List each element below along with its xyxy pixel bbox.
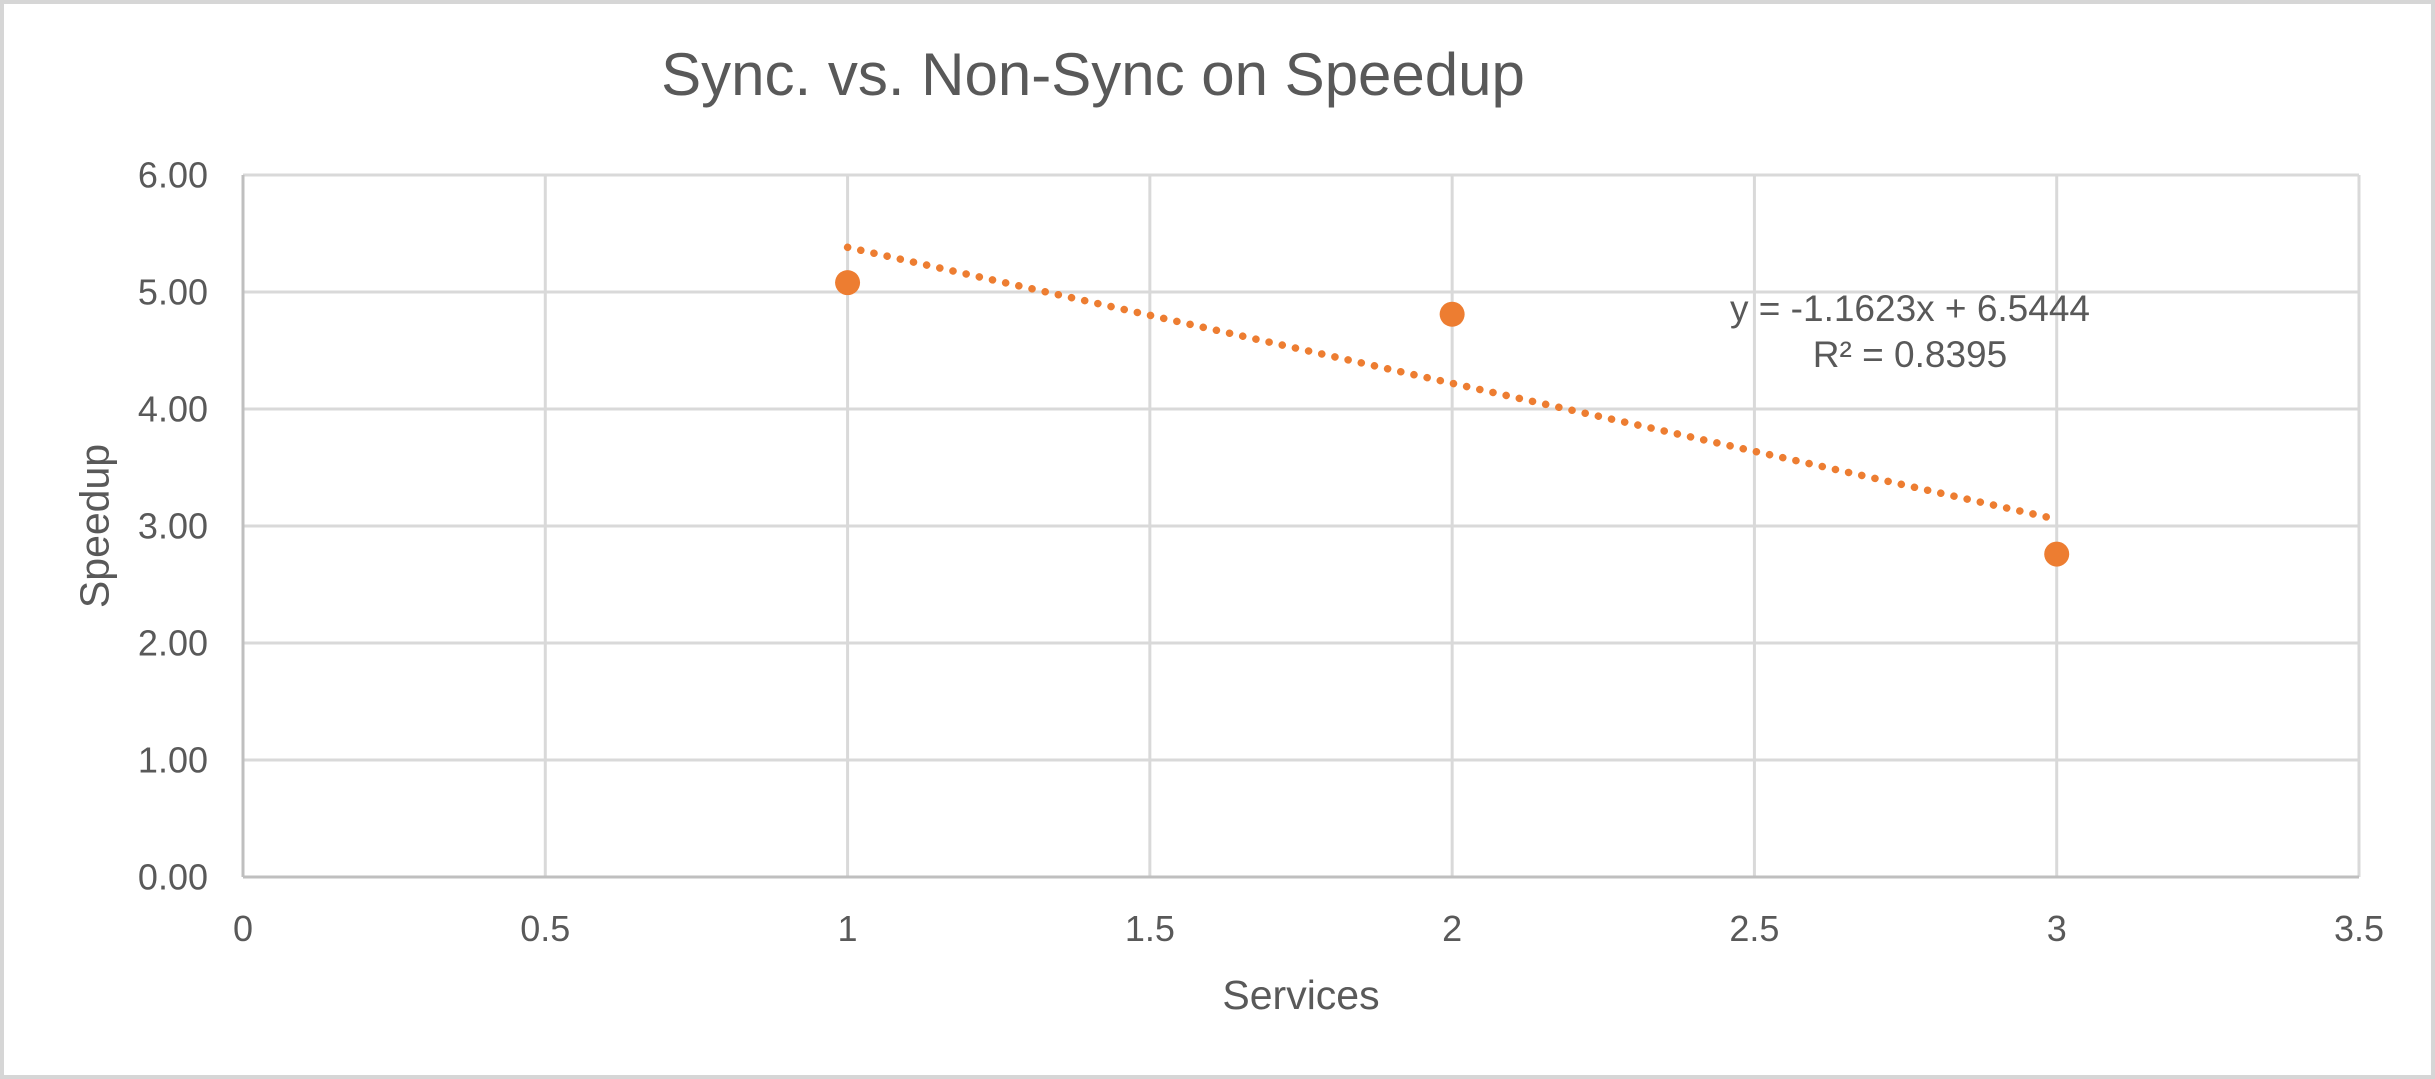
- data-point: [2044, 541, 2070, 567]
- x-tick-label: 1.5: [1125, 908, 1175, 949]
- plot-area: 0.00 1.00 2.00 3.00 4.00 5.00 6.00 0 0.5 1 1.5 2 2.5…: [138, 155, 2384, 950]
- y-tick-label: 5.00: [138, 272, 208, 313]
- chart-title: Sync. vs. Non-Sync on Speedup: [661, 41, 1525, 108]
- y-axis-title: Speedup: [71, 443, 118, 609]
- trendline-annotation: y = -1.1623x + 6.5444 R² = 0.8395: [1730, 286, 2090, 378]
- x-tick-label: 1: [838, 908, 858, 949]
- x-axis-title: Services: [1222, 972, 1380, 1018]
- y-tick-label: 4.00: [138, 389, 208, 430]
- trendline: [843, 243, 2061, 524]
- y-tick-label: 2.00: [138, 623, 208, 664]
- x-tick-label: 0: [233, 908, 253, 949]
- y-tick-label: 3.00: [138, 506, 208, 547]
- data-point: [835, 270, 861, 296]
- y-tick-label: 1.00: [138, 740, 208, 781]
- y-tick-label: 6.00: [138, 155, 208, 196]
- trendline-equation: y = -1.1623x + 6.5444: [1730, 288, 2090, 329]
- x-tick-label: 2: [1442, 908, 1462, 949]
- y-tick-label: 0.00: [138, 857, 208, 898]
- data-point: [1439, 301, 1465, 327]
- r-squared-label: R² = 0.8395: [1812, 334, 2008, 375]
- x-tick-label: 2.5: [1729, 908, 1779, 949]
- x-tick-label: 3: [2047, 908, 2067, 949]
- x-tick-label: 0.5: [520, 908, 570, 949]
- x-tick-label: 3.5: [2334, 908, 2384, 949]
